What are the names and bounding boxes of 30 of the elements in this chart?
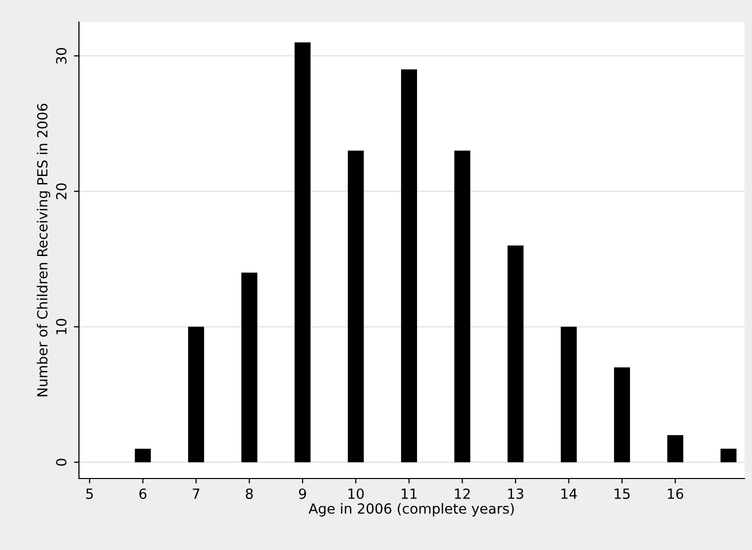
y-tick-label: 30 [56,48,67,64]
bar [188,326,204,462]
bar [667,435,684,462]
y-tick-label: 10 [56,318,67,334]
x-tick-label: 7 [192,488,200,499]
x-tick-label: 8 [246,488,253,499]
bar [560,326,577,462]
x-tick-label: 16 [668,488,684,499]
x-tick-label: 6 [139,488,146,499]
y-axis-title: Number of Children Receiving PES in 2006 [36,104,50,396]
bar [401,69,418,462]
x-tick-label: 11 [402,488,417,499]
bar [614,367,630,462]
bar [454,150,470,462]
x-tick-label: 12 [454,488,470,499]
bar [720,448,736,462]
x-tick-label: 5 [86,488,93,499]
x-tick-label: 14 [561,488,577,499]
bar [294,42,311,462]
y-tick-label: 20 [56,183,67,200]
bar [508,246,524,462]
y-tick-label: 0 [56,458,67,466]
x-tick-label: 13 [508,488,524,499]
x-axis-title: Age in 2006 (complete years) [308,503,514,516]
bar [241,272,258,462]
x-tick-label: 15 [614,488,630,499]
bar [348,150,364,462]
x-tick-label: 10 [348,488,364,499]
x-tick-label: 9 [299,488,306,499]
bar [134,448,151,462]
